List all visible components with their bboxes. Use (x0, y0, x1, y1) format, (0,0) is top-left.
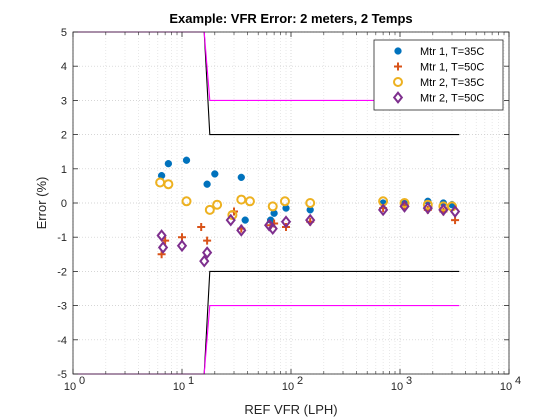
data-point (267, 201, 278, 212)
y-tick-label: 0 (61, 198, 67, 210)
legend-label: Mtr 2, T=50C (420, 93, 484, 105)
series-3 (155, 177, 458, 220)
legend-marker (394, 47, 402, 55)
legend-marker (393, 77, 403, 87)
data-point (236, 223, 247, 237)
x-tick-exponent: 2 (297, 375, 303, 387)
data-point (157, 241, 169, 254)
data-point (244, 196, 255, 207)
data-point (201, 246, 213, 259)
data-point (212, 199, 223, 210)
data-point (422, 199, 433, 210)
data-point (156, 229, 167, 242)
legend-marker (394, 62, 402, 71)
data-point (197, 222, 206, 231)
data-point (176, 239, 188, 253)
x-tick-labels: 10 0 10 1 10 2 10 3 10 4 (64, 375, 521, 393)
data-point (279, 196, 290, 207)
y-tick-label: 2 (61, 130, 67, 142)
data-points (155, 156, 461, 268)
x-tick-exponent: 3 (406, 375, 412, 387)
legend-label: Mtr 2, T=35C (420, 77, 484, 89)
legend-marker (392, 91, 404, 104)
data-point (449, 205, 461, 218)
x-tick-label: 10 (64, 381, 76, 393)
y-tick-label: -2 (57, 266, 67, 278)
data-point (163, 179, 174, 190)
x-tick-label: 10 (391, 381, 403, 393)
data-point (225, 213, 236, 227)
data-point (203, 236, 212, 245)
data-point (241, 216, 249, 224)
legend-label: Mtr 1, T=35C (420, 46, 484, 58)
legend-item: Mtr 1, T=35C (394, 46, 484, 58)
data-point (199, 254, 210, 268)
y-tick-label: -3 (57, 301, 67, 313)
x-tick-exponent: 1 (188, 375, 194, 387)
x-tick-label: 10 (500, 381, 512, 393)
data-point (267, 222, 278, 236)
y-tick-label: 1 (61, 164, 67, 176)
data-point (280, 215, 292, 229)
chart-title: Example: VFR Error: 2 meters, 2 Temps (169, 11, 412, 26)
y-tick-label: -1 (57, 232, 67, 244)
data-point (438, 203, 449, 217)
data-point (237, 173, 245, 182)
data-point (182, 156, 191, 164)
y-tick-labels: -5 -4 -3 -2 -1 0 1 2 3 4 5 (57, 27, 67, 381)
y-axis-label: Error (%) (34, 177, 49, 230)
legend: Mtr 1, T=35C Mtr 1, T=50C Mtr 2, T=35C Mtr … (373, 39, 504, 111)
data-point (422, 201, 433, 215)
data-point (377, 203, 389, 217)
y-tick-label: 4 (61, 61, 67, 73)
data-point (204, 204, 215, 215)
y-tick-label: -5 (57, 369, 67, 381)
data-point (399, 200, 410, 213)
series-4 (156, 200, 461, 268)
y-tick-label: -4 (57, 335, 67, 347)
data-point (181, 196, 192, 207)
data-point (399, 198, 410, 208)
x-tick-label: 10 (173, 381, 185, 393)
axis-ticks (72, 31, 510, 375)
data-point (203, 180, 211, 188)
legend-item: Mtr 2, T=35C (393, 77, 484, 89)
x-tick-exponent: 4 (515, 375, 521, 387)
x-axis-label: REF VFR (LPH) (244, 402, 337, 417)
x-tick-label: 10 (282, 381, 294, 393)
y-tick-label: 5 (61, 27, 67, 39)
legend-label: Mtr 1, T=50C (420, 62, 484, 74)
data-point (305, 213, 316, 227)
data-point (211, 170, 219, 178)
y-tick-label: 3 (61, 95, 67, 107)
data-point (164, 160, 173, 168)
data-point (305, 198, 316, 208)
x-tick-exponent: 0 (79, 375, 85, 387)
legend-item: Mtr 2, T=50C (392, 91, 484, 105)
legend-item: Mtr 1, T=50C (394, 62, 484, 74)
